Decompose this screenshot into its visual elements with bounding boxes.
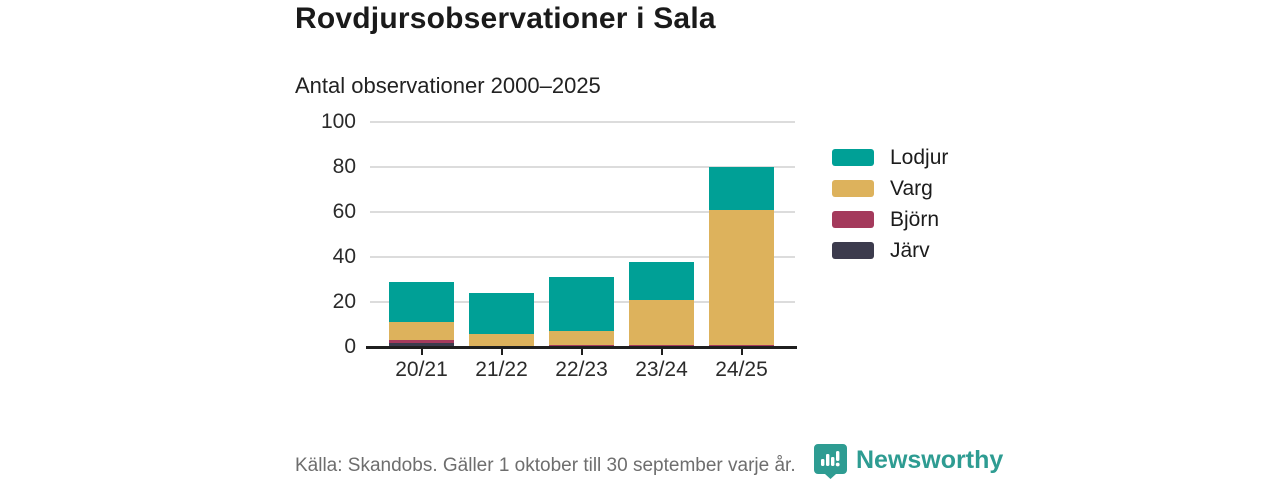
newsworthy-icon	[813, 443, 848, 480]
segment-varg-22/23	[549, 331, 614, 345]
x-tick-cell	[709, 349, 774, 355]
segment-varg-21/22	[469, 333, 534, 347]
segment-björn-20/21	[389, 340, 454, 343]
x-tick-label: 21/22	[475, 358, 528, 381]
segment-varg-20/21	[389, 322, 454, 341]
x-tick-label: 22/23	[555, 358, 608, 381]
segment-lodjur-21/22	[469, 293, 534, 334]
x-tick	[420, 349, 423, 355]
gridline-80	[370, 166, 795, 168]
gridline-100	[370, 121, 795, 123]
legend-label: Järv	[890, 238, 930, 262]
x-tick	[740, 349, 743, 355]
y-tick-label: 100	[320, 110, 356, 133]
y-tick-label: 80	[332, 155, 356, 178]
legend-item-järv: Järv	[832, 235, 948, 266]
legend-label: Björn	[890, 207, 940, 231]
bar-22/23	[549, 122, 614, 347]
segment-lodjur-23/24	[629, 261, 694, 300]
legend-item-björn: Björn	[832, 204, 948, 235]
bar-23/24	[629, 122, 694, 347]
x-tick-label: 23/24	[635, 358, 688, 381]
x-tick-label: 24/25	[715, 358, 768, 381]
segment-lodjur-24/25	[709, 167, 774, 210]
y-tick-label: 40	[332, 245, 356, 268]
segment-lodjur-22/23	[549, 277, 614, 332]
y-tick-label: 0	[344, 335, 356, 358]
x-axis-ticks	[370, 349, 795, 355]
legend-swatch-varg	[832, 180, 874, 197]
gridline-40	[370, 256, 795, 258]
legend: Lodjur Varg Björn Järv	[832, 142, 948, 266]
page-title: Rovdjursobservationer i Sala	[295, 2, 716, 35]
segment-björn-24/25	[709, 344, 774, 347]
x-tick-cell	[389, 349, 454, 355]
x-tick-cell	[629, 349, 694, 355]
x-axis-labels: 20/21 21/22 22/23 23/24 24/25	[370, 358, 795, 382]
y-tick-label: 20	[332, 290, 356, 313]
bar-group	[370, 122, 795, 347]
y-tick-label: 60	[332, 200, 356, 223]
bar-24/25	[709, 122, 774, 347]
x-tick	[500, 349, 503, 355]
brand-name: Newsworthy	[856, 446, 1004, 474]
legend-swatch-järv	[832, 242, 874, 259]
segment-varg-24/25	[709, 209, 774, 345]
brand-logo: Newsworthy	[813, 443, 1003, 480]
x-tick-label: 20/21	[395, 358, 448, 381]
x-axis-line	[366, 346, 797, 349]
legend-label: Lodjur	[890, 145, 949, 169]
chart-subtitle: Antal observationer 2000–2025	[295, 73, 601, 98]
x-tick-cell	[549, 349, 614, 355]
plot-area	[370, 121, 795, 347]
legend-item-lodjur: Lodjur	[832, 142, 948, 173]
segment-björn-22/23	[549, 344, 614, 347]
legend-swatch-björn	[832, 211, 874, 228]
segment-lodjur-20/21	[389, 281, 454, 323]
segment-varg-23/24	[629, 299, 694, 345]
gridline-60	[370, 211, 795, 213]
segment-järv-20/21	[389, 342, 454, 347]
source-note: Källa: Skandobs. Gäller 1 oktober till 3…	[295, 455, 796, 476]
x-tick	[580, 349, 583, 355]
legend-swatch-lodjur	[832, 149, 874, 166]
bar-20/21	[389, 122, 454, 347]
chart-area: 0 20 40 60 80 100	[300, 110, 797, 358]
x-tick	[660, 349, 663, 355]
legend-item-varg: Varg	[832, 173, 948, 204]
x-tick-cell	[469, 349, 534, 355]
segment-björn-23/24	[629, 344, 694, 347]
bar-21/22	[469, 122, 534, 347]
legend-label: Varg	[890, 176, 933, 200]
